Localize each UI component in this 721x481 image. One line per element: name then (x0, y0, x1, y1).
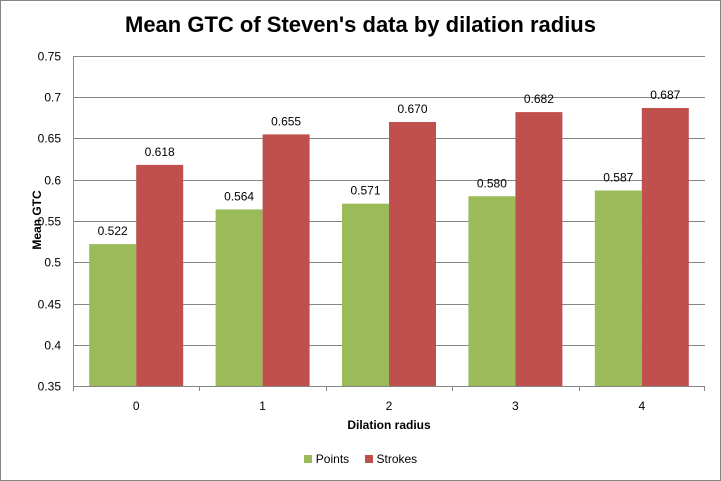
bar-points (342, 203, 389, 386)
bar-strokes (389, 122, 436, 386)
bar-strokes (515, 112, 563, 386)
x-tick-label: 2 (386, 399, 393, 413)
data-label-points: 0.571 (350, 184, 380, 198)
data-label-strokes: 0.687 (650, 88, 680, 102)
bar-strokes (641, 107, 689, 386)
y-tick-label: 0.5 (44, 256, 61, 270)
y-tick-label: 0.4 (44, 339, 61, 353)
x-tick-label: 4 (638, 399, 645, 413)
axes: 0.35 0.4 0.45 0.5 0.55 0.6 0.65 0.7 0.75 0 1 2 3 4 (38, 50, 705, 413)
y-tick-label: 0.75 (38, 50, 62, 64)
data-label-strokes: 0.670 (397, 102, 427, 116)
legend-swatch-points (303, 455, 312, 463)
y-tick-label: 0.35 (38, 380, 62, 394)
data-label-points: 0.587 (603, 170, 633, 184)
y-tick-label: 0.45 (38, 298, 62, 312)
data-label-strokes: 0.682 (524, 92, 554, 106)
legend-swatch-strokes (364, 455, 373, 463)
legend-item-points: Points (303, 452, 350, 466)
bar-strokes (262, 134, 310, 386)
bars (89, 107, 689, 386)
x-axis-title: Dilation radius (347, 418, 431, 432)
legend-label-strokes: Strokes (376, 452, 418, 466)
data-label-points: 0.580 (477, 176, 507, 190)
data-label-points: 0.522 (98, 224, 128, 238)
data-label-strokes: 0.655 (271, 114, 301, 128)
bar-points (215, 209, 263, 386)
x-tick-label: 3 (512, 399, 519, 413)
x-tick-label: 1 (259, 399, 266, 413)
data-labels: 0.522 0.618 0.564 0.655 0.571 0.670 0.580 0.682… (98, 88, 681, 238)
data-label-points: 0.564 (224, 189, 254, 203)
chart-title: Mean GTC of Steven's data by dilation ra… (125, 12, 596, 37)
legend-item-strokes: Strokes (364, 452, 418, 466)
y-tick-label: 0.55 (38, 215, 62, 229)
bar-strokes (136, 164, 184, 386)
y-tick-label: 0.7 (44, 91, 61, 105)
y-tick-label: 0.6 (44, 174, 61, 188)
data-label-strokes: 0.618 (145, 145, 175, 159)
legend: Points Strokes (0, 452, 721, 466)
x-tick-label: 0 (133, 399, 140, 413)
y-tick-label: 0.65 (38, 132, 62, 146)
y-axis-title: Mean GTC (30, 190, 44, 250)
bar-points (468, 196, 516, 386)
legend-label-points: Points (315, 452, 350, 466)
bar-points (89, 244, 137, 386)
bar-points (594, 190, 642, 386)
